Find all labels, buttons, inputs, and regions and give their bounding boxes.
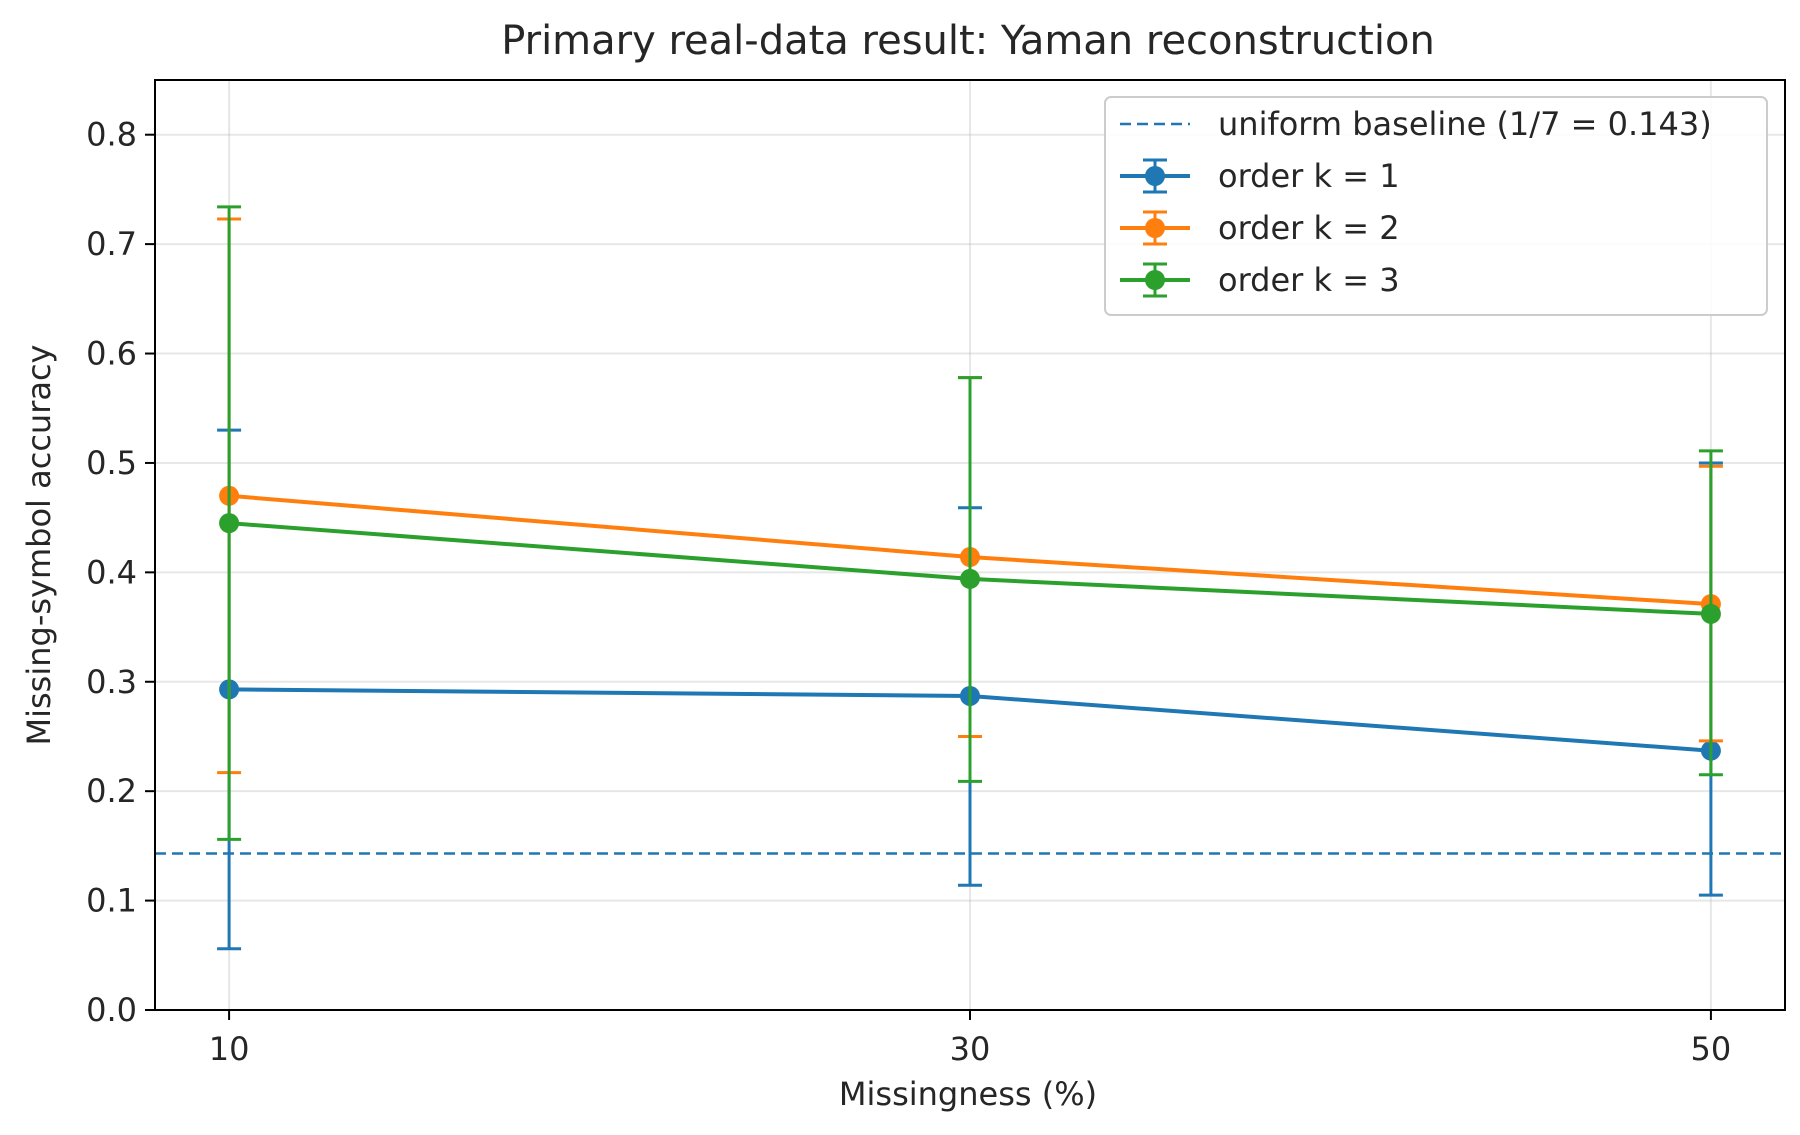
legend-marker	[1145, 270, 1165, 290]
legend-box	[1104, 96, 1768, 316]
y-tick-label: 0.7	[86, 225, 137, 263]
legend-series-label: order k = 2	[1218, 209, 1400, 247]
x-tick-label: 30	[950, 1030, 991, 1068]
y-axis-label: Missing-symbol accuracy	[20, 345, 58, 746]
data-point	[1700, 603, 1721, 624]
data-point	[219, 513, 240, 534]
legend-baseline-label: uniform baseline (1/7 = 0.143)	[1218, 105, 1712, 143]
legend: uniform baseline (1/7 = 0.143) order k = …	[1104, 96, 1768, 316]
series-3	[217, 205, 1723, 841]
y-tick-label: 0.0	[86, 991, 137, 1029]
data-point	[960, 568, 980, 589]
y-tick-label: 0.8	[86, 116, 137, 154]
series-layer	[217, 205, 1723, 951]
legend-series-label: order k = 1	[1218, 157, 1400, 195]
y-tick-label: 0.2	[86, 772, 137, 810]
x-tick-label: 50	[1691, 1030, 1732, 1068]
y-tick-label: 0.5	[86, 444, 137, 482]
y-tick-label: 0.4	[86, 553, 137, 591]
x-axis-label: Missingness (%)	[839, 1075, 1097, 1113]
y-tick-label: 0.6	[86, 335, 137, 373]
legend-marker	[1145, 218, 1165, 238]
y-tick-label: 0.3	[86, 663, 137, 701]
legend-marker	[1145, 166, 1165, 186]
legend-series-label: order k = 3	[1218, 261, 1400, 299]
chart-title: Primary real-data result: Yaman reconstr…	[501, 18, 1435, 64]
x-tick-label: 10	[209, 1030, 250, 1068]
ticks-layer: 0.0 0.1 0.2 0.3 0.4 0.5 0.6 0.7 0.8 10 30 50	[86, 116, 1731, 1068]
y-tick-label: 0.1	[86, 882, 137, 920]
